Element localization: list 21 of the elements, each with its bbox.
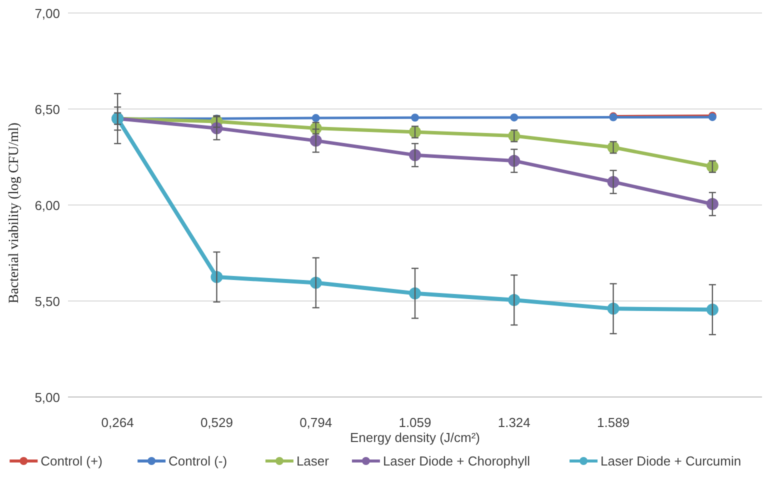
x-tick-label: 1.589 [597,415,630,430]
legend-label: Laser [296,454,330,468]
x-axis-title: Energy density (J/cm²) [350,430,480,445]
point [312,114,320,122]
y-tick-label: 6,50 [34,102,60,117]
point [510,113,518,122]
y-axis-title: Bacterial viability (log CFU/ml) [7,122,22,304]
legend-label: Laser Diode + Chorophyll [382,454,530,468]
x-tick-label: 1.324 [498,415,530,430]
legend-label: Control (-) [168,454,228,468]
y-tick-label: 7,00 [34,6,60,21]
y-tick-label: 5,00 [34,390,60,405]
y-tick-label: 6,00 [34,198,60,213]
legend-label: Control (+) [40,454,102,468]
x-tick-label: 0,794 [300,415,332,430]
x-tick-label: 0,529 [200,415,233,430]
x-tick-label: 0,264 [101,415,134,430]
legend-label: Laser Diode + Curcumin [600,454,742,468]
point [411,114,419,122]
y-tick-label: 5,50 [34,294,60,309]
x-tick-label: 1.059 [398,415,432,430]
